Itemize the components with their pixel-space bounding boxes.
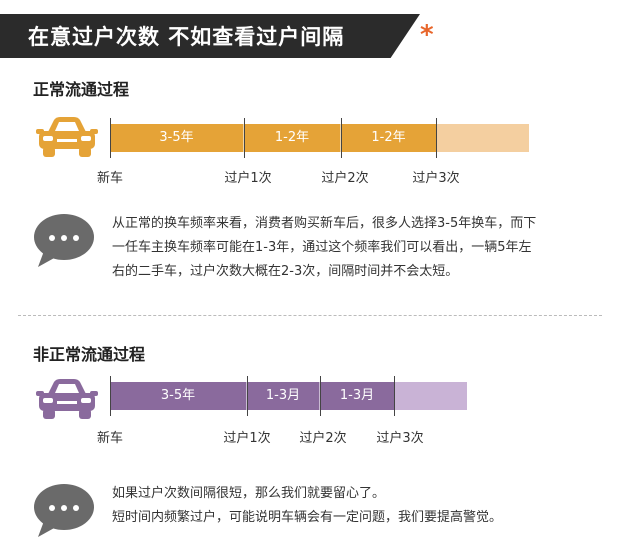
normal-explanation-line-2: 一任车主换车频率可能在1-3年，通过这个频率我们可以看出，一辆5年左 xyxy=(112,240,532,255)
normal-segment-future xyxy=(436,124,529,152)
car-icon xyxy=(36,117,98,157)
abnormal-segment-future xyxy=(394,382,467,410)
abnormal-explanation-line-2: 短时间内频繁过户，可能说明车辆会有一定问题，我们要提高警觉。 xyxy=(112,510,503,525)
abnormal-tick-4 xyxy=(394,376,395,416)
abnormal-tick-label-4: 过户3次 xyxy=(376,431,424,446)
abnormal-tick-label-2: 过户1次 xyxy=(223,431,271,446)
normal-tick-label-4: 过户3次 xyxy=(412,171,460,186)
normal-tick-1 xyxy=(110,118,111,158)
normal-tick-label-1: 新车 xyxy=(96,171,124,186)
speech-bubble-icon xyxy=(34,484,94,537)
abnormal-segment-3: 1-3月 xyxy=(320,382,394,410)
normal-segment-3: 1-2年 xyxy=(341,124,436,152)
header-banner xyxy=(0,14,420,58)
normal-explanation-line-1: 从正常的换车频率来看，消费者购买新车后，很多人选择3-5年换车，而下 xyxy=(112,216,537,231)
normal-explanation: 从正常的换车频率来看，消费者购买新车后，很多人选择3-5年换车，而下 一任车主换… xyxy=(112,212,592,284)
normal-tick-2 xyxy=(244,118,245,158)
normal-tick-label-2: 过户1次 xyxy=(224,171,272,186)
abnormal-segment-1: 3-5年 xyxy=(110,382,247,410)
car-icon xyxy=(36,379,98,419)
abnormal-explanation: 如果过户次数间隔很短，那么我们就要留心了。 短时间内频繁过户，可能说明车辆会有一… xyxy=(112,482,592,530)
abnormal-tick-label-3: 过户2次 xyxy=(299,431,347,446)
normal-section-title: 正常流通过程 xyxy=(33,80,130,99)
banner-star: * xyxy=(420,20,434,50)
abnormal-tick-3 xyxy=(320,376,321,416)
abnormal-tick-2 xyxy=(247,376,248,416)
normal-tick-4 xyxy=(436,118,437,158)
speech-bubble-icon xyxy=(34,214,94,267)
normal-segment-1: 3-5年 xyxy=(110,124,244,152)
abnormal-tick-1 xyxy=(110,376,111,416)
normal-tick-3 xyxy=(341,118,342,158)
abnormal-explanation-line-1: 如果过户次数间隔很短，那么我们就要留心了。 xyxy=(112,486,386,501)
section-divider xyxy=(18,315,602,316)
normal-explanation-line-3: 右的二手车，过户次数大概在2-3次，间隔时间并不会太短。 xyxy=(112,264,459,279)
abnormal-segment-2: 1-3月 xyxy=(247,382,320,410)
normal-segment-2: 1-2年 xyxy=(244,124,341,152)
normal-tick-label-3: 过户2次 xyxy=(321,171,369,186)
banner-title: 在意过户次数 不如查看过户间隔 xyxy=(28,25,345,49)
abnormal-section-title: 非正常流通过程 xyxy=(33,345,146,364)
abnormal-tick-label-1: 新车 xyxy=(96,431,124,446)
